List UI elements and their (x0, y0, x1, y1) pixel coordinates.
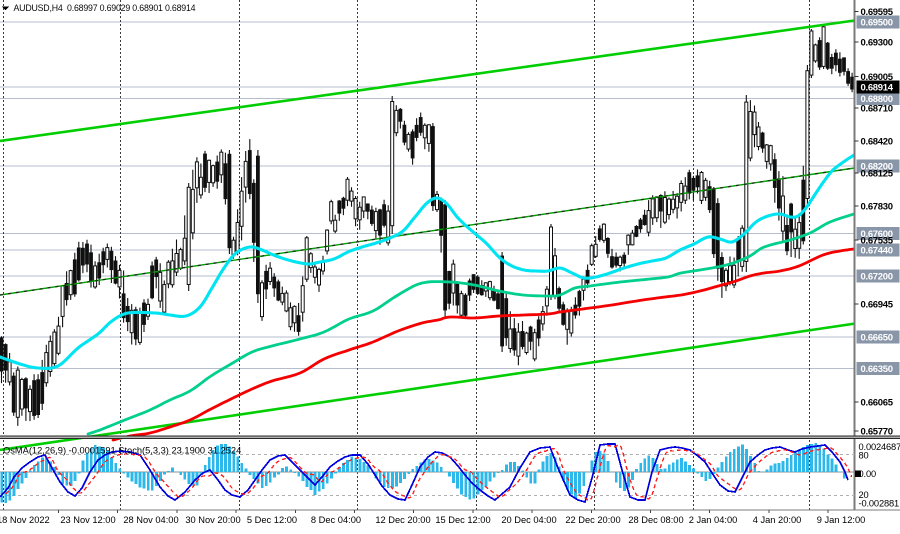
svg-text:0.68914: 0.68914 (861, 83, 894, 94)
svg-text:80: 80 (859, 451, 869, 461)
svg-text:20 Dec 04:00: 20 Dec 04:00 (501, 515, 556, 525)
svg-text:23 Nov 12:00: 23 Nov 12:00 (60, 515, 115, 525)
svg-text:0.67535: 0.67535 (861, 235, 894, 246)
svg-text:0.69300: 0.69300 (861, 37, 893, 48)
svg-text:28 Nov 04:00: 28 Nov 04:00 (123, 515, 178, 525)
svg-text:8 Dec 04:00: 8 Dec 04:00 (311, 515, 361, 525)
svg-text:0.66945: 0.66945 (861, 300, 894, 311)
svg-text:0.69500: 0.69500 (861, 18, 893, 29)
svg-text:OsMA(12,26,9) -0.0001591 Stoc: OsMA(12,26,9) -0.0001591 Stoch(5,3,3) 23… (3, 446, 241, 456)
svg-text:0.66350: 0.66350 (861, 364, 893, 375)
svg-text:0.68420: 0.68420 (861, 137, 893, 148)
svg-text:AUDUSD,H4 0.68997 0.69029 0.6: AUDUSD,H4 0.68997 0.69029 0.68901 0.6891… (14, 3, 196, 13)
svg-text:30 Nov 20:00: 30 Nov 20:00 (185, 515, 240, 525)
svg-text:18 Nov 2022: 18 Nov 2022 (0, 515, 50, 525)
svg-text:28 Dec 08:00: 28 Dec 08:00 (628, 515, 683, 525)
svg-text:2 Jan 04:00: 2 Jan 04:00 (689, 515, 738, 525)
svg-text:0.68710: 0.68710 (861, 103, 893, 114)
svg-text:0.66650: 0.66650 (861, 333, 893, 344)
svg-text:15 Dec 12:00: 15 Dec 12:00 (435, 515, 490, 525)
svg-text:0.67440: 0.67440 (861, 246, 893, 257)
svg-text:0.00: 0.00 (859, 469, 877, 479)
svg-text:0.69595: 0.69595 (861, 7, 894, 18)
svg-text:-0.002881: -0.002881 (859, 499, 900, 509)
svg-text:0.67200: 0.67200 (861, 272, 893, 283)
svg-text:5 Dec 12:00: 5 Dec 12:00 (247, 515, 297, 525)
svg-text:0.66065: 0.66065 (861, 397, 894, 408)
svg-text:0.67830: 0.67830 (861, 202, 893, 213)
svg-text:22 Dec 20:00: 22 Dec 20:00 (565, 515, 620, 525)
svg-text:4 Jan 20:00: 4 Jan 20:00 (753, 515, 802, 525)
svg-text:0.68125: 0.68125 (861, 169, 894, 180)
svg-text:12 Dec 20:00: 12 Dec 20:00 (375, 515, 430, 525)
svg-text:9 Jan 12:00: 9 Jan 12:00 (817, 515, 866, 525)
